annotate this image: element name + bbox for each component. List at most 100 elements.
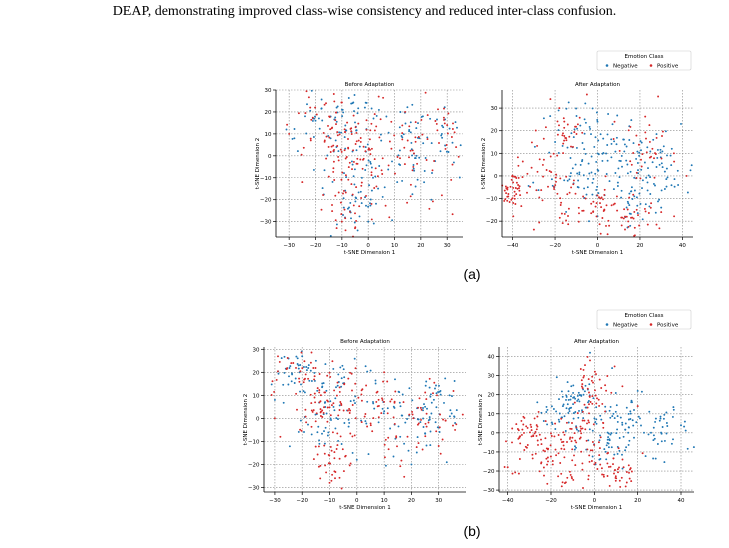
point-positive xyxy=(552,152,555,155)
point-positive xyxy=(350,372,353,375)
point-negative xyxy=(621,165,623,168)
point-negative xyxy=(314,119,317,122)
point-positive xyxy=(538,470,541,473)
point-positive xyxy=(313,396,316,399)
point-negative xyxy=(340,385,343,388)
point-positive xyxy=(342,470,345,473)
point-negative xyxy=(374,175,377,178)
point-negative xyxy=(368,184,371,187)
point-negative xyxy=(336,384,339,387)
point-positive xyxy=(387,448,390,451)
point-positive xyxy=(408,413,411,416)
point-positive xyxy=(373,129,376,132)
point-negative xyxy=(561,395,564,398)
point-negative xyxy=(640,141,643,144)
point-negative xyxy=(616,114,619,117)
point-positive xyxy=(351,389,353,392)
point-positive xyxy=(355,186,358,189)
point-negative xyxy=(665,432,668,435)
panel-title: Before Adaptation xyxy=(340,339,390,345)
point-positive xyxy=(568,437,571,440)
point-negative xyxy=(397,154,400,157)
point-positive xyxy=(345,156,348,158)
point-negative xyxy=(593,417,596,420)
point-positive xyxy=(411,413,414,416)
point-positive xyxy=(395,435,398,438)
point-positive xyxy=(271,380,274,383)
point-positive xyxy=(394,172,396,175)
point-positive xyxy=(537,410,540,413)
x-tick-label: −40 xyxy=(502,498,514,504)
point-positive xyxy=(660,211,663,214)
point-negative xyxy=(578,409,580,412)
point-negative xyxy=(582,417,585,420)
point-negative xyxy=(288,445,291,448)
point-positive xyxy=(372,417,375,420)
point-positive xyxy=(602,475,605,478)
point-negative xyxy=(583,118,586,121)
point-positive xyxy=(325,135,328,138)
point-negative xyxy=(423,403,425,406)
point-negative xyxy=(370,189,373,192)
point-negative xyxy=(339,366,342,369)
point-negative xyxy=(627,431,630,434)
point-positive xyxy=(637,143,640,146)
point-positive xyxy=(529,423,532,426)
point-negative xyxy=(385,115,388,118)
point-positive xyxy=(347,166,350,169)
point-positive xyxy=(337,414,340,417)
point-positive xyxy=(629,468,631,471)
point-positive xyxy=(375,125,378,128)
point-positive xyxy=(309,106,312,109)
point-positive xyxy=(608,224,611,227)
point-negative xyxy=(595,418,598,421)
point-negative xyxy=(344,147,347,150)
point-positive xyxy=(312,367,315,369)
point-negative xyxy=(387,168,390,171)
point-negative xyxy=(334,139,337,142)
point-negative xyxy=(579,124,582,127)
point-negative xyxy=(293,137,296,140)
point-positive xyxy=(566,123,569,126)
point-positive xyxy=(586,355,589,358)
point-positive xyxy=(535,424,538,427)
point-positive xyxy=(334,194,337,197)
point-negative xyxy=(600,418,603,421)
point-negative xyxy=(646,146,649,149)
point-negative xyxy=(297,430,300,433)
point-positive xyxy=(319,408,322,411)
point-positive xyxy=(454,428,457,431)
point-positive xyxy=(614,476,617,479)
point-negative xyxy=(640,390,643,393)
point-negative xyxy=(666,425,669,427)
point-negative xyxy=(613,140,616,143)
point-positive xyxy=(352,149,355,152)
point-positive xyxy=(406,201,409,204)
point-negative xyxy=(378,165,381,167)
point-negative xyxy=(665,185,668,188)
point-negative xyxy=(434,387,436,390)
point-negative xyxy=(407,449,410,452)
point-positive xyxy=(450,136,453,138)
point-positive xyxy=(584,197,587,200)
point-positive xyxy=(387,436,390,439)
point-negative xyxy=(628,426,630,429)
point-negative xyxy=(372,402,375,405)
point-positive xyxy=(554,448,557,451)
point-positive xyxy=(313,375,316,378)
point-positive xyxy=(673,160,676,163)
point-positive xyxy=(322,194,325,196)
point-positive xyxy=(591,441,594,443)
point-negative xyxy=(635,421,638,424)
point-positive xyxy=(514,175,517,178)
legend-marker-negative xyxy=(605,64,609,67)
point-negative xyxy=(366,370,369,373)
point-positive xyxy=(588,421,590,424)
point-positive xyxy=(633,234,636,237)
point-negative xyxy=(572,391,575,394)
point-positive xyxy=(647,212,650,214)
point-positive xyxy=(549,98,552,101)
point-negative xyxy=(629,418,632,420)
point-negative xyxy=(585,193,588,196)
